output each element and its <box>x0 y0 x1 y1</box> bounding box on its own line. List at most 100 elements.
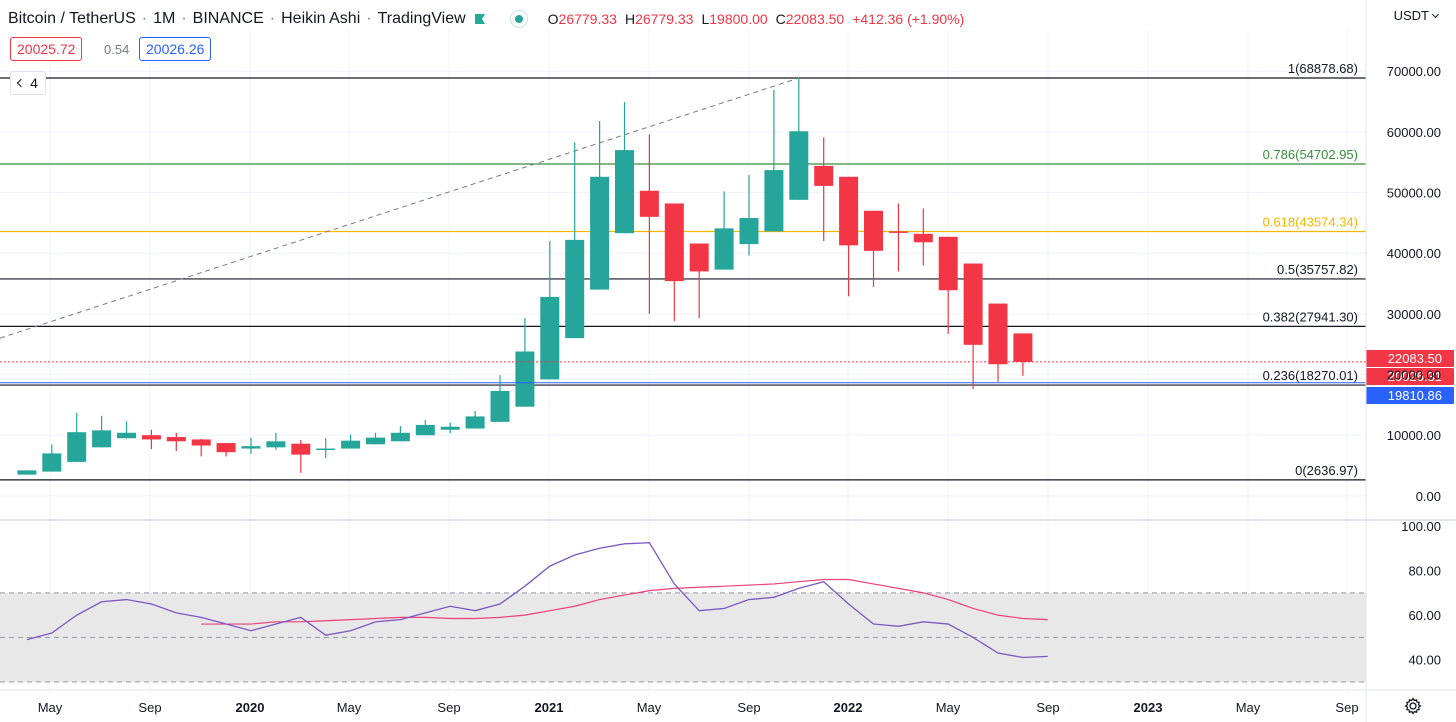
candle-body <box>390 432 410 442</box>
buy-button[interactable]: 20026.26 <box>139 37 212 61</box>
rsi-line <box>26 542 1048 659</box>
time-axis-label: Sep <box>1335 700 1358 715</box>
price-axis-label: 0.00 <box>1416 489 1441 504</box>
candle <box>390 426 410 442</box>
candle <box>739 174 759 256</box>
fib-level-label: 1(68878.68) <box>1288 61 1358 76</box>
price-axis-label: 70000.00 <box>1387 64 1441 79</box>
price-tag-box <box>1366 368 1454 385</box>
close-value: 22083.50 <box>785 11 845 27</box>
chevron-down-icon <box>16 78 26 88</box>
candle-body <box>689 243 709 272</box>
candle-body <box>565 239 585 339</box>
price-tag: 19810.86 <box>1366 387 1454 404</box>
candle <box>714 191 734 270</box>
high-value: 26779.33 <box>635 11 694 27</box>
symbol-name[interactable]: Bitcoin / TetherUS <box>8 10 136 27</box>
candle-body <box>465 416 485 429</box>
candle <box>490 375 510 422</box>
time-axis-label: May <box>936 700 961 715</box>
candle-body <box>739 218 759 245</box>
fib-level-label: 0.786(54702.95) <box>1263 147 1358 162</box>
candle <box>615 102 634 234</box>
currency-label: USDT <box>1393 8 1429 23</box>
candle-body <box>191 439 211 446</box>
spread-value: 0.54 <box>104 42 130 57</box>
candle-body <box>291 443 311 455</box>
candle-body <box>639 190 659 217</box>
candle <box>664 203 684 322</box>
market-open-icon <box>509 10 528 28</box>
low-value: 19800.00 <box>709 11 768 27</box>
time-axis-label: 2020 <box>236 700 265 715</box>
candle-body <box>590 176 610 290</box>
candle <box>415 420 435 436</box>
candle-body <box>241 446 261 449</box>
time-axis-label: 2021 <box>535 700 564 715</box>
rsi-ma-line <box>201 578 1048 625</box>
indicators-toggle-button[interactable]: 4 <box>10 71 46 95</box>
high-label: H <box>624 11 636 27</box>
candle <box>540 241 560 380</box>
fib-level-label: 0.382(27941.30) <box>1263 309 1358 324</box>
candle <box>241 437 261 455</box>
time-axis-label: Sep <box>737 700 760 715</box>
candle <box>1013 333 1033 376</box>
price-axis-label: 40000.00 <box>1387 246 1441 261</box>
fib-level-label: 0(2636.97) <box>1295 463 1358 478</box>
candles <box>17 78 1033 475</box>
candle <box>764 90 784 232</box>
candle-body <box>92 430 112 448</box>
open-value: 26779.33 <box>558 11 617 27</box>
candle <box>465 410 485 429</box>
candle-body <box>17 470 37 475</box>
candle-body <box>864 210 883 251</box>
price-tag-box <box>1366 387 1454 404</box>
gear-icon[interactable] <box>1404 697 1422 715</box>
price-tag-label: 19810.86 <box>1388 388 1442 403</box>
candle-body <box>67 432 87 462</box>
time-axis-label: 2022 <box>834 700 863 715</box>
open-label: O <box>547 11 559 27</box>
time-axis-label: 2023 <box>1134 700 1163 715</box>
candle <box>316 438 336 459</box>
candle <box>117 421 136 439</box>
interval[interactable]: 1M <box>153 10 176 27</box>
candle-body <box>166 437 186 442</box>
candle <box>291 440 311 473</box>
price-axis-label: 50000.00 <box>1387 186 1441 201</box>
candle-body <box>266 441 286 448</box>
candle <box>266 432 286 450</box>
candle <box>166 432 186 451</box>
chart-header: Bitcoin / TetherUS · 1M · BINANCE · Heik… <box>8 10 965 28</box>
close-label: C <box>775 11 786 27</box>
rsi-axis-label: 100.00 <box>1401 519 1441 534</box>
price-tag: 22083.50 <box>1366 350 1454 367</box>
candle <box>42 444 62 472</box>
candle-body <box>117 432 136 439</box>
price-axis-label: 10000.00 <box>1387 428 1441 443</box>
candle-body <box>1013 333 1033 362</box>
candle <box>913 208 933 266</box>
candle <box>92 415 112 448</box>
rsi-pane <box>0 542 1366 683</box>
candle <box>341 434 361 449</box>
time-axis-label: Sep <box>437 700 460 715</box>
price-axis-label: 60000.00 <box>1387 125 1441 140</box>
candle-body <box>664 203 684 282</box>
price-tag-label: 20026.31 <box>1388 369 1442 384</box>
candle <box>590 120 610 290</box>
flag-icon[interactable] <box>474 13 486 25</box>
candle <box>216 443 236 457</box>
currency-selector[interactable]: USDT <box>1393 8 1440 23</box>
candle-body <box>988 303 1008 365</box>
candle-body <box>341 440 361 449</box>
candle <box>689 243 709 319</box>
candle-body <box>814 165 834 186</box>
candle <box>814 137 834 242</box>
candle <box>888 203 908 272</box>
sell-button[interactable]: 20025.72 <box>10 37 83 61</box>
candle <box>67 412 87 462</box>
